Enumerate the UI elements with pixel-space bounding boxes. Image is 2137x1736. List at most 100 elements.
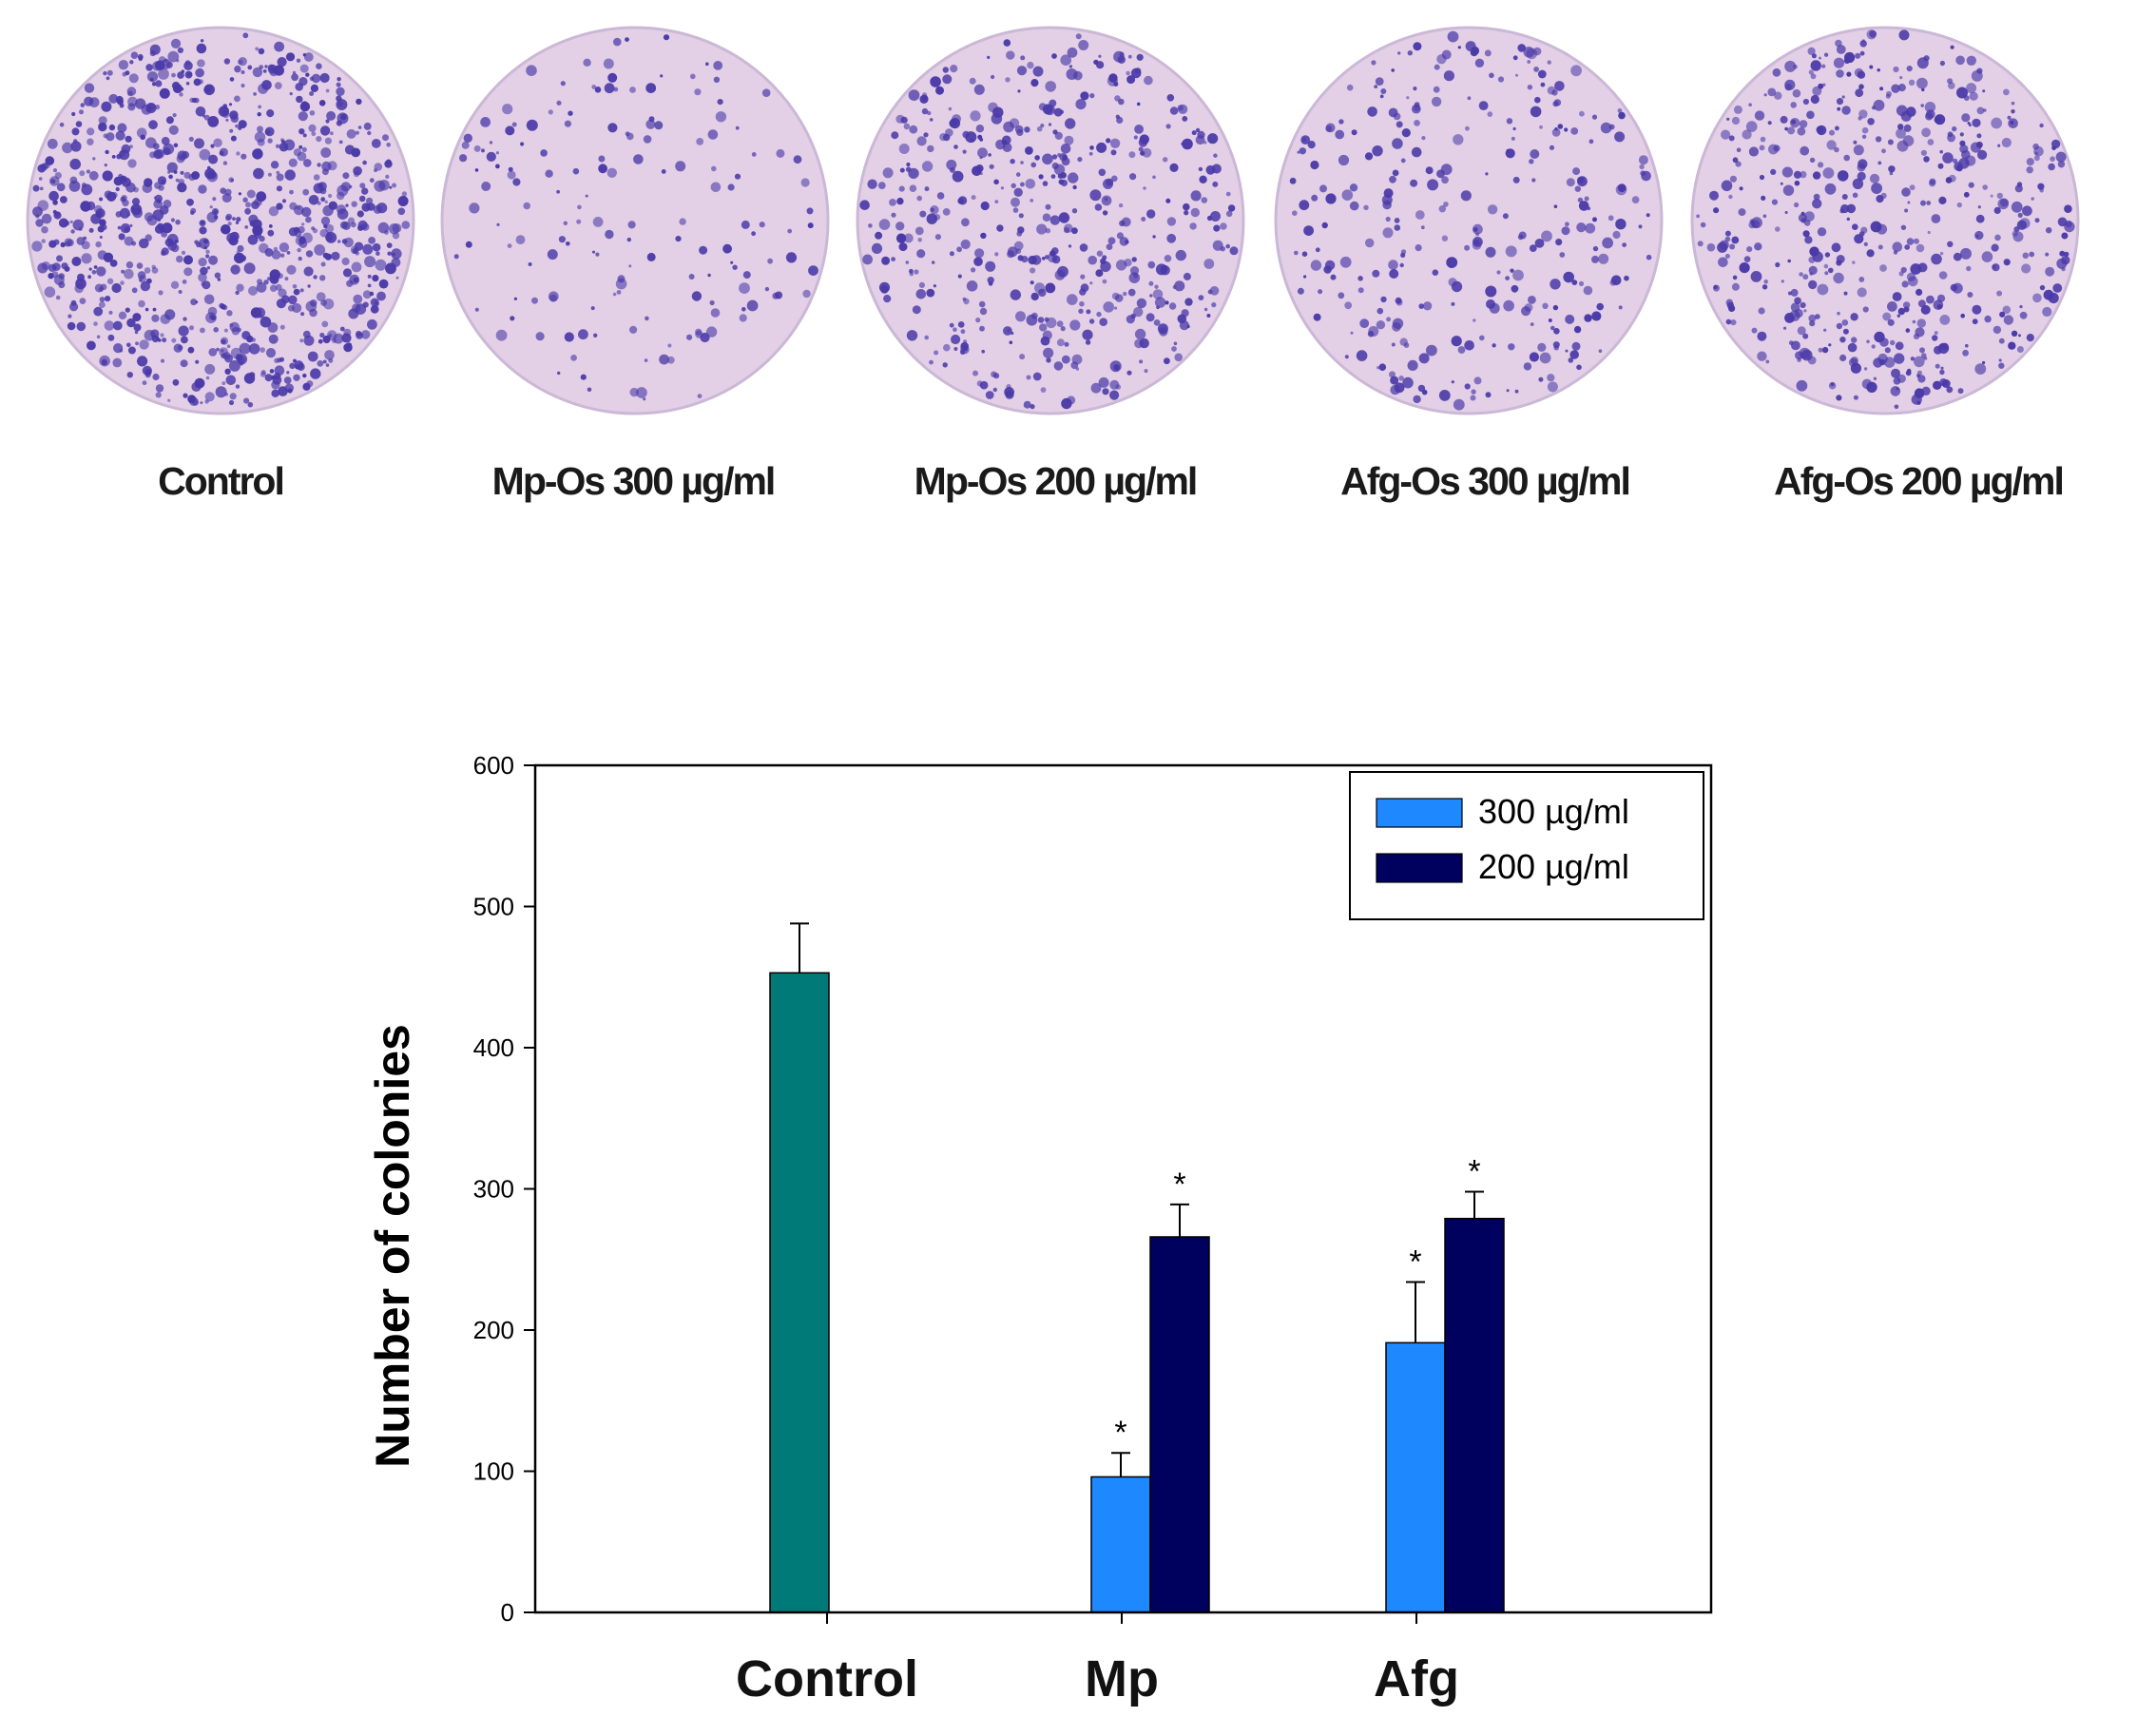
colony-dot xyxy=(111,155,116,159)
colony-dot xyxy=(1815,314,1820,319)
colony-dot xyxy=(91,270,97,275)
colony-dot xyxy=(1159,327,1168,337)
colony-dot xyxy=(1018,213,1024,219)
colony-dot xyxy=(1770,168,1777,175)
colony-dot xyxy=(891,257,895,261)
colony-dot xyxy=(903,123,911,130)
colony-dot xyxy=(776,148,785,158)
colony-dot xyxy=(328,333,333,338)
colony-dot xyxy=(957,274,962,279)
colony-dot xyxy=(1831,242,1841,253)
colony-dot xyxy=(1853,140,1858,145)
colony-dot xyxy=(996,224,1004,232)
colony-dot xyxy=(269,269,280,280)
colony-dot xyxy=(361,187,369,195)
colony-dot xyxy=(117,123,127,133)
colony-dot xyxy=(208,154,219,164)
colony-dot xyxy=(1075,367,1080,371)
plate-label-mp-200: Mp-Os 200 µg/ml xyxy=(914,459,1199,503)
colony-dot xyxy=(1100,258,1107,264)
colony-dot xyxy=(705,326,718,338)
colony-dot xyxy=(1563,271,1574,283)
colony-dot xyxy=(1010,289,1022,300)
colony-dot xyxy=(1822,167,1835,179)
colony-dot xyxy=(1017,226,1025,234)
colony-dot xyxy=(93,265,98,269)
colony-dot xyxy=(198,258,207,267)
colony-dot xyxy=(1905,328,1911,333)
colony-dot xyxy=(717,99,723,106)
colony-dot xyxy=(1000,186,1004,190)
colony-dot xyxy=(353,294,363,304)
x-axis-ticks: Control Mp Afg xyxy=(736,1612,1459,1707)
colony-dot xyxy=(120,280,125,285)
colony-dot xyxy=(1166,233,1177,243)
colony-dot xyxy=(1908,79,1916,87)
colony-dot xyxy=(1547,374,1555,382)
colony-dot xyxy=(1862,306,1869,313)
colony-dot xyxy=(1016,66,1028,76)
colony-dot xyxy=(268,224,273,228)
colony-dot xyxy=(800,178,810,187)
colony-dot xyxy=(1386,317,1392,322)
colony-dot xyxy=(1402,376,1414,389)
colony-dot xyxy=(1030,79,1039,87)
colony-dot xyxy=(592,217,604,227)
colony-dot xyxy=(1152,235,1156,239)
colony-dot xyxy=(137,53,144,60)
colony-dot xyxy=(1833,272,1844,284)
colony-dot xyxy=(1211,302,1217,308)
colony-dot xyxy=(1968,182,1974,188)
colony-dot xyxy=(75,121,83,127)
colony-dot xyxy=(508,166,513,172)
culture-plate xyxy=(440,26,830,415)
colony-dot xyxy=(908,89,920,101)
colony-dot xyxy=(1111,292,1120,300)
colony-dot xyxy=(1927,139,1935,145)
bar xyxy=(1385,1341,1446,1613)
colony-dot xyxy=(54,172,62,180)
colony-dot xyxy=(1808,314,1817,322)
colony-dot xyxy=(912,305,921,315)
colony-dot xyxy=(1926,295,1935,304)
colony-dot xyxy=(1564,127,1569,132)
colony-dot xyxy=(1020,55,1026,61)
colony-dot xyxy=(1406,96,1410,100)
colony-dot xyxy=(1576,364,1582,371)
colony-dot xyxy=(1225,243,1230,249)
colony-dot xyxy=(163,147,171,156)
colony-dot xyxy=(307,284,311,288)
colony-dot xyxy=(1474,58,1485,68)
colony-dot xyxy=(1762,284,1768,290)
colony-dot xyxy=(302,53,307,57)
plate-dish xyxy=(1274,26,1664,415)
colony-dot xyxy=(1189,222,1197,230)
colony-dot xyxy=(1390,376,1399,385)
colony-dot xyxy=(1523,362,1532,371)
colony-dot xyxy=(1817,283,1829,296)
colony-dot xyxy=(222,227,226,231)
colony-dot xyxy=(1128,272,1141,284)
culture-plate xyxy=(856,26,1245,415)
colony-dot xyxy=(1042,213,1051,222)
colony-dot xyxy=(1310,260,1322,271)
colony-dot xyxy=(1824,252,1831,258)
colony-dot xyxy=(229,128,234,133)
colony-dot xyxy=(1884,357,1896,368)
colony-dot xyxy=(242,32,249,39)
colony-dot xyxy=(1960,247,1972,260)
colony-dot xyxy=(313,275,318,280)
colony-dot xyxy=(1721,180,1733,192)
colony-dot xyxy=(1797,357,1801,362)
colony-dot xyxy=(1571,280,1578,285)
colony-dot xyxy=(1078,308,1084,314)
colony-dot xyxy=(316,63,322,69)
colony-dot xyxy=(1800,301,1806,309)
colony-dot xyxy=(633,154,644,164)
colony-dot xyxy=(1731,282,1740,291)
colony-dot xyxy=(1953,252,1962,261)
colony-dot xyxy=(351,261,362,273)
colony-dot xyxy=(975,125,985,133)
colony-dot xyxy=(980,233,985,238)
colony-dot xyxy=(133,323,142,332)
